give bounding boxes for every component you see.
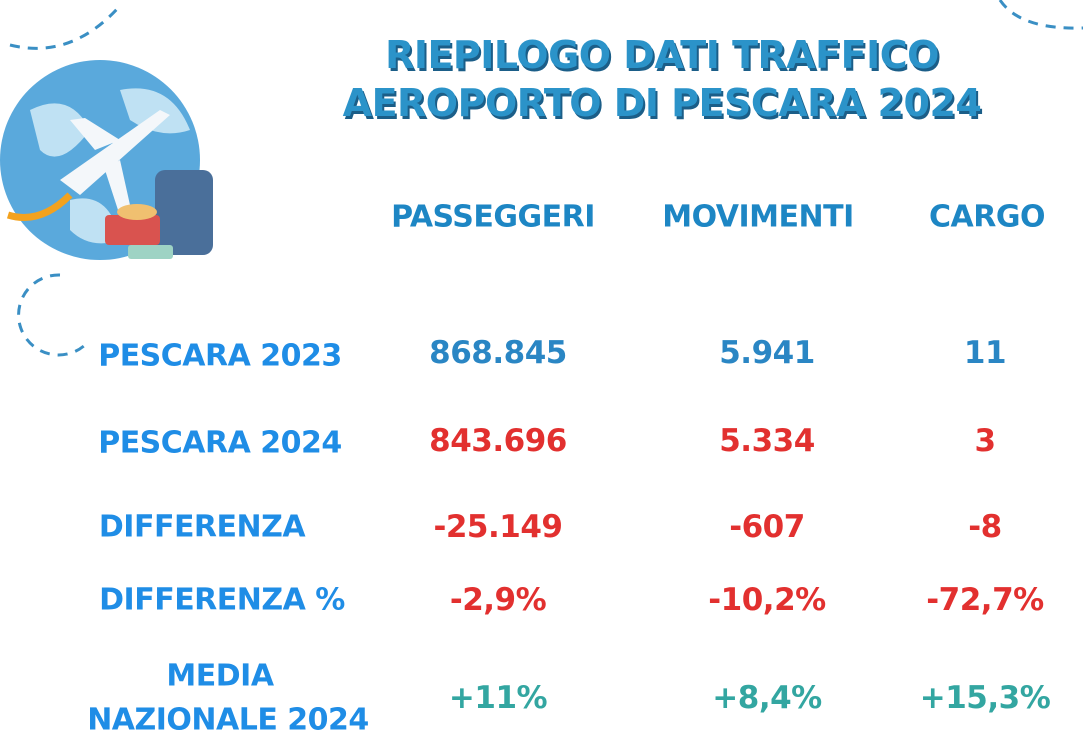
title-line: AEROPORTO DI PESCARA 2024 xyxy=(342,81,982,125)
dashed-arc xyxy=(9,6,120,50)
row-label: DIFFERENZA xyxy=(98,509,306,545)
cell: 5.941 xyxy=(719,335,815,371)
row-label: PESCARA 2023 xyxy=(98,338,342,374)
cell: 5.334 xyxy=(719,423,815,459)
cell: 3 xyxy=(974,423,996,459)
row-label: DIFFERENZA % xyxy=(99,582,345,618)
cell: -72,7% xyxy=(926,582,1044,618)
cell: +15,3% xyxy=(919,680,1051,716)
row-label: MEDIA xyxy=(166,658,274,694)
cell: 843.696 xyxy=(429,423,567,459)
cell: -2,9% xyxy=(449,582,547,618)
book xyxy=(128,245,173,259)
suitcase xyxy=(155,170,213,255)
cell: -25.149 xyxy=(433,509,564,545)
cell: -607 xyxy=(729,509,805,545)
cell: +11% xyxy=(448,680,548,716)
cell: 11 xyxy=(963,335,1007,371)
bag xyxy=(105,215,160,245)
cell: +8,4% xyxy=(712,680,822,716)
dashed-arc xyxy=(998,0,1083,30)
cell: -8 xyxy=(968,509,1002,545)
title-line: RIEPILOGO DATI TRAFFICO xyxy=(385,33,939,77)
cell: -10,2% xyxy=(708,582,826,618)
column-header: PASSEGGERI xyxy=(391,199,595,235)
plane xyxy=(60,110,170,210)
cell: 868.845 xyxy=(429,335,567,371)
column-header: CARGO xyxy=(929,199,1045,235)
dashed-arc xyxy=(17,273,86,357)
row-label: NAZIONALE 2024 xyxy=(87,702,369,738)
arrow xyxy=(6,192,73,221)
hat xyxy=(117,204,157,220)
row-label: PESCARA 2024 xyxy=(98,425,342,461)
column-header: MOVIMENTI xyxy=(662,199,854,235)
